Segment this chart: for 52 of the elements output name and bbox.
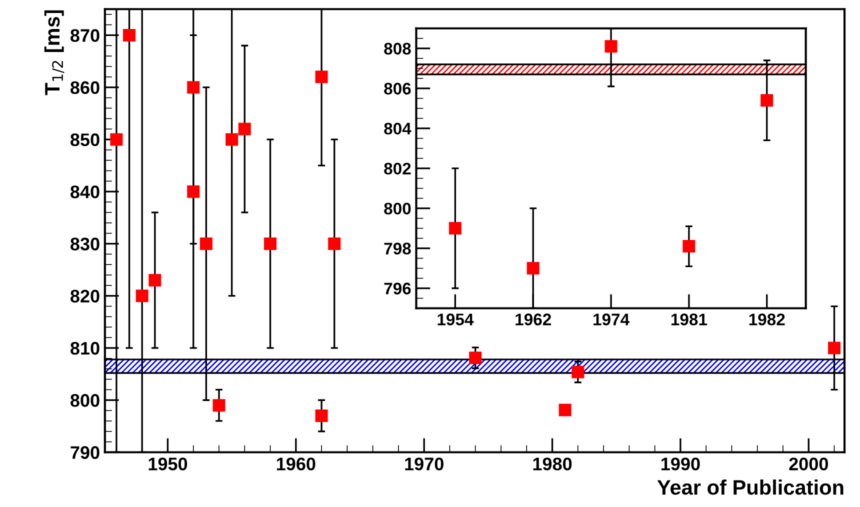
y-tick-label: 802	[384, 162, 411, 175]
x-tick-label: 1981	[671, 314, 708, 326]
x-tick-label: 2000	[789, 458, 828, 470]
point	[264, 237, 277, 250]
x-tick-label: 1960	[276, 458, 316, 470]
y-tick-label: 796	[384, 282, 411, 294]
point	[148, 274, 162, 286]
point	[448, 222, 462, 235]
point	[526, 262, 540, 275]
point	[328, 237, 341, 250]
point	[110, 133, 123, 146]
y-tick-label: 870	[70, 29, 100, 42]
y-tick-label: 798	[384, 242, 411, 254]
y-tick-label: 820	[70, 290, 100, 303]
x-tick-label: 1990	[662, 458, 700, 470]
y-tick-label: 800	[384, 202, 411, 215]
point	[226, 133, 238, 146]
point	[187, 185, 200, 198]
y-tick-label: 804	[384, 122, 412, 135]
x-tick-label: 1962	[516, 314, 551, 326]
y-tick-label: 840	[70, 186, 100, 198]
point	[315, 410, 328, 422]
point	[238, 122, 251, 136]
x-tick-label: 1982	[749, 314, 785, 326]
point	[315, 70, 328, 84]
point	[123, 28, 136, 42]
point	[572, 366, 584, 378]
point	[200, 237, 212, 250]
y-tick-label: 806	[384, 82, 411, 95]
y-tick-label: 790	[70, 446, 100, 459]
point	[682, 240, 696, 253]
y-tick-label: 800	[70, 394, 100, 407]
x-axis-title: Year of Publication	[657, 479, 844, 495]
y-tick-label: 808	[384, 42, 411, 55]
x-tick-label: 1950	[148, 458, 188, 470]
point	[187, 81, 200, 94]
point	[558, 404, 572, 416]
x-tick-label: 1974	[594, 314, 630, 326]
point	[136, 290, 148, 302]
y-tick-label: 810	[70, 342, 100, 355]
point	[212, 399, 226, 412]
y-tick-label: 860	[70, 81, 100, 94]
point	[469, 352, 482, 364]
y-axis-title: T$_{1/2}$ [ms]	[44, 10, 64, 96]
point	[604, 40, 618, 53]
x-tick-label: 1954	[438, 314, 474, 326]
y-tick-label: 830	[70, 238, 100, 250]
point	[828, 342, 841, 354]
x-tick-label: 1980	[533, 458, 572, 470]
x-tick-label: 1970	[405, 458, 444, 470]
point	[760, 94, 774, 107]
y-tick-label: 850	[70, 133, 100, 146]
